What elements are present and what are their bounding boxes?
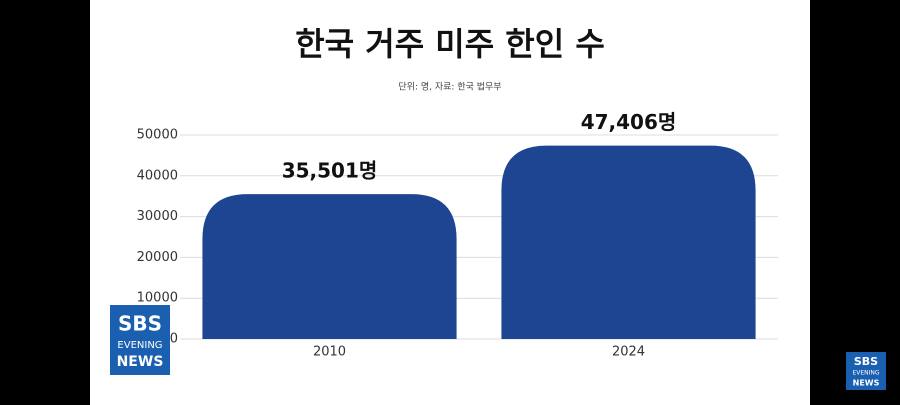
logo-box: [846, 352, 886, 390]
x-tick-label: 2024: [612, 345, 645, 360]
logo-right: SBS EVENING NEWS: [846, 352, 886, 390]
logo-line: NEWS: [117, 354, 164, 370]
logo-line: EVENING: [852, 370, 879, 377]
plot: 0 10000 20000 30000 40000 50000 35,501명 2010 47,…: [137, 110, 778, 360]
value-label: 35,501명: [282, 159, 378, 183]
logo-line: NEWS: [853, 379, 880, 388]
logo-brand: SBS: [118, 312, 162, 336]
y-tick-label: 0: [170, 332, 178, 347]
y-tick-label: 20000: [137, 250, 178, 265]
x-tick-label: 2010: [313, 345, 346, 360]
bar: [501, 145, 756, 339]
chart-subtitle: 단위: 명, 자료: 한국 법무부: [398, 82, 501, 93]
logo-line: EVENING: [117, 340, 162, 351]
logo-brand: SBS: [854, 355, 878, 368]
chart-title: 한국 거주 미주 한인 수: [295, 25, 605, 63]
y-tick-label: 30000: [137, 209, 178, 224]
value-label: 47,406명: [581, 110, 677, 134]
logo-box: [110, 305, 170, 375]
y-tick-label: 40000: [137, 168, 178, 183]
bar: [202, 194, 457, 339]
logo-left: SBS EVENING NEWS: [110, 305, 170, 375]
y-tick-label: 50000: [137, 128, 178, 143]
y-tick-label: 10000: [137, 291, 178, 306]
